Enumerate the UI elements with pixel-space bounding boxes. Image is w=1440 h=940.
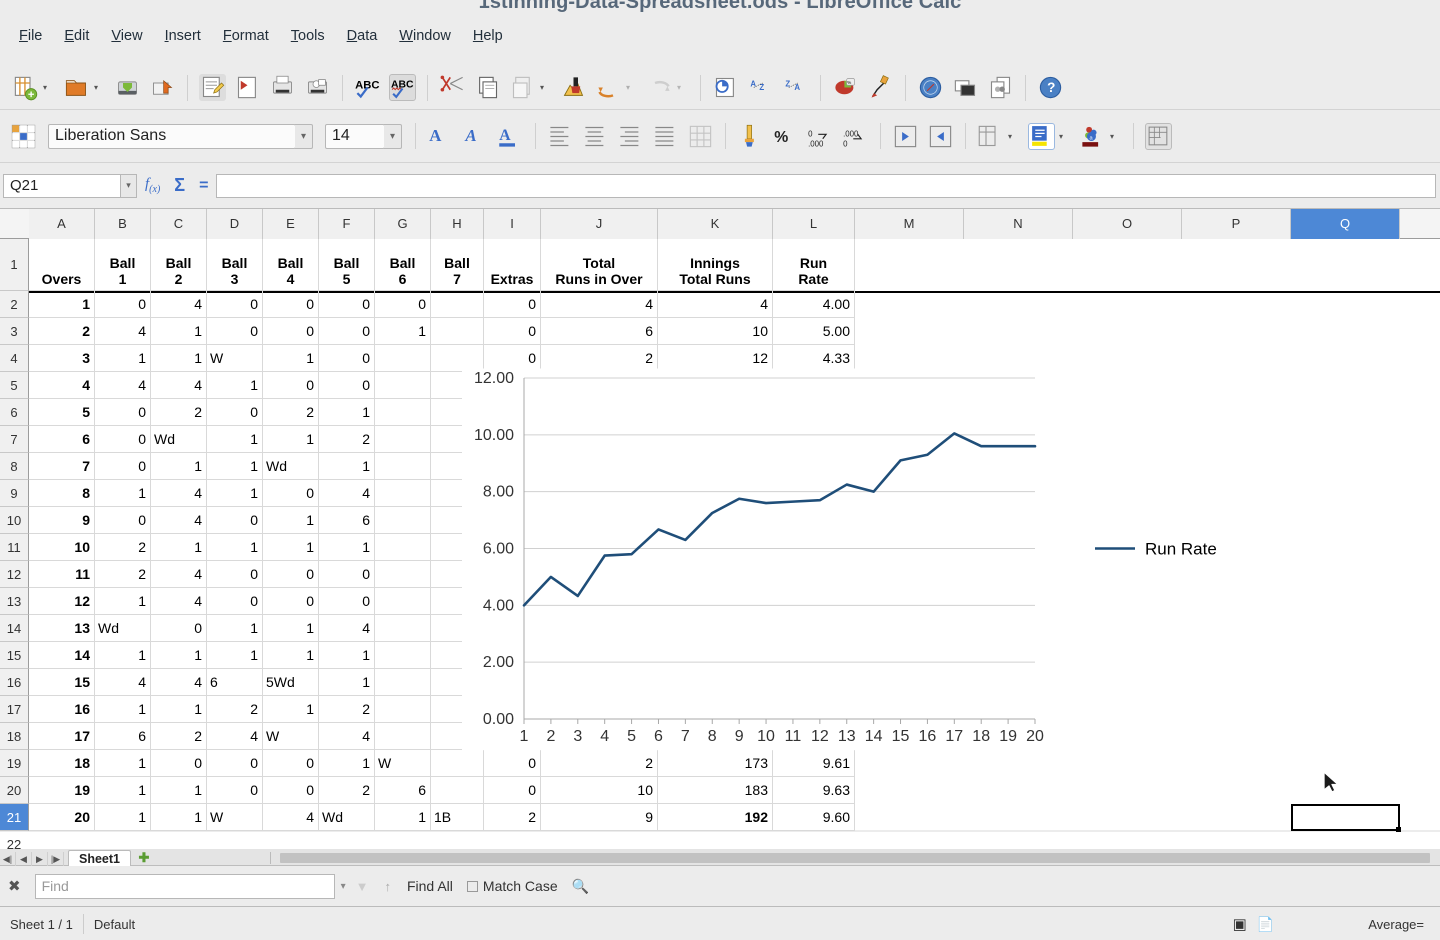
- svg-text:.000: .000: [843, 129, 859, 138]
- svg-text:A: A: [750, 79, 756, 88]
- svg-text:0: 0: [808, 129, 813, 138]
- svg-text:A: A: [429, 126, 442, 145]
- svg-text:A: A: [464, 126, 476, 145]
- svg-text:?: ?: [1047, 80, 1055, 95]
- svg-text:%: %: [847, 80, 852, 86]
- svg-text:0: 0: [843, 139, 848, 148]
- svg-text:%: %: [774, 129, 788, 146]
- svg-text:.000: .000: [808, 139, 824, 148]
- svg-text:ABC: ABC: [355, 80, 379, 92]
- svg-text:A: A: [499, 126, 511, 143]
